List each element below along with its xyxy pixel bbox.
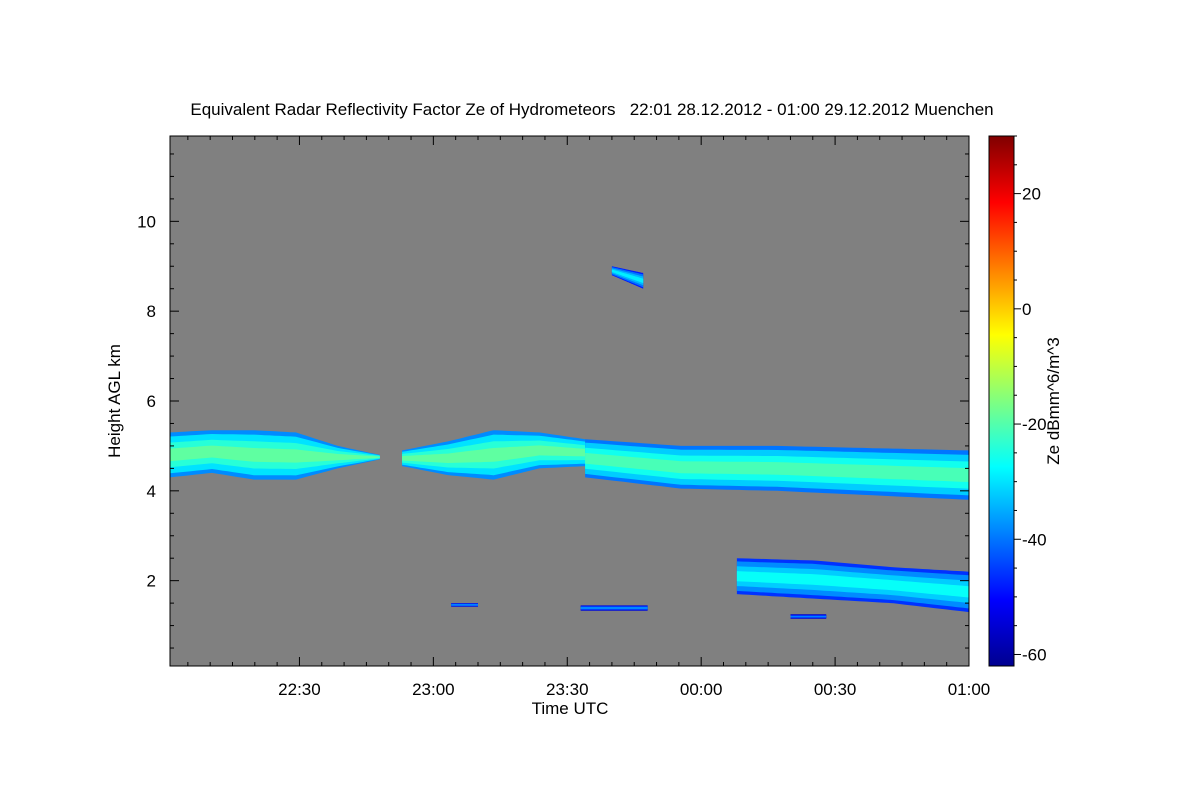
y-tick-label: 4 bbox=[147, 482, 156, 501]
y-tick-label: 2 bbox=[147, 572, 156, 591]
x-tick-label: 23:00 bbox=[412, 680, 455, 699]
colorbar bbox=[988, 135, 1015, 667]
echo-contour bbox=[611, 269, 644, 284]
colorbar-axis: 20 0 -20 -40 -60 bbox=[1014, 135, 1047, 664]
echo-contour bbox=[402, 445, 586, 463]
echo-region bbox=[585, 439, 969, 500]
echo-region bbox=[402, 430, 586, 480]
echo-contour bbox=[585, 452, 969, 482]
colorbar-tick-label: 20 bbox=[1022, 185, 1041, 204]
y-tick-label: 8 bbox=[147, 302, 156, 321]
echo-region bbox=[790, 614, 827, 619]
x-tick-label: 00:30 bbox=[814, 680, 857, 699]
echo-contour bbox=[580, 607, 648, 609]
x-axis-label: Time UTC bbox=[532, 699, 609, 718]
echo-region bbox=[451, 603, 478, 607]
colorbar-label: Ze dBmm^6/m^3 bbox=[1044, 337, 1063, 464]
echo-contour bbox=[736, 571, 969, 598]
x-tick-label: 23:30 bbox=[546, 680, 589, 699]
echo-contour bbox=[451, 604, 478, 606]
echo-layer bbox=[170, 266, 969, 619]
echo-region bbox=[580, 605, 648, 611]
echo-region bbox=[170, 430, 380, 480]
y-tick-label: 10 bbox=[137, 212, 156, 231]
y-axis: 2 4 6 8 10 bbox=[137, 153, 969, 649]
echo-contour bbox=[790, 616, 827, 618]
y-tick-label: 6 bbox=[147, 392, 156, 411]
colorbar-tick-label: -20 bbox=[1022, 415, 1047, 434]
echo-region bbox=[611, 266, 644, 289]
echo-region bbox=[736, 558, 969, 613]
echo-contour bbox=[170, 445, 380, 463]
colorbar-tick-label: 0 bbox=[1022, 300, 1031, 319]
x-axis: 22:30 23:00 23:30 00:00 00:30 01:00 bbox=[187, 136, 991, 699]
x-tick-label: 00:00 bbox=[680, 680, 723, 699]
x-tick-label: 01:00 bbox=[948, 680, 991, 699]
x-tick-label: 22:30 bbox=[278, 680, 321, 699]
colorbar-tick-label: -60 bbox=[1022, 645, 1047, 664]
y-axis-label: Height AGL km bbox=[105, 344, 124, 458]
chart-title: Equivalent Radar Reflectivity Factor Ze … bbox=[190, 100, 993, 119]
colorbar-tick-label: -40 bbox=[1022, 530, 1047, 549]
